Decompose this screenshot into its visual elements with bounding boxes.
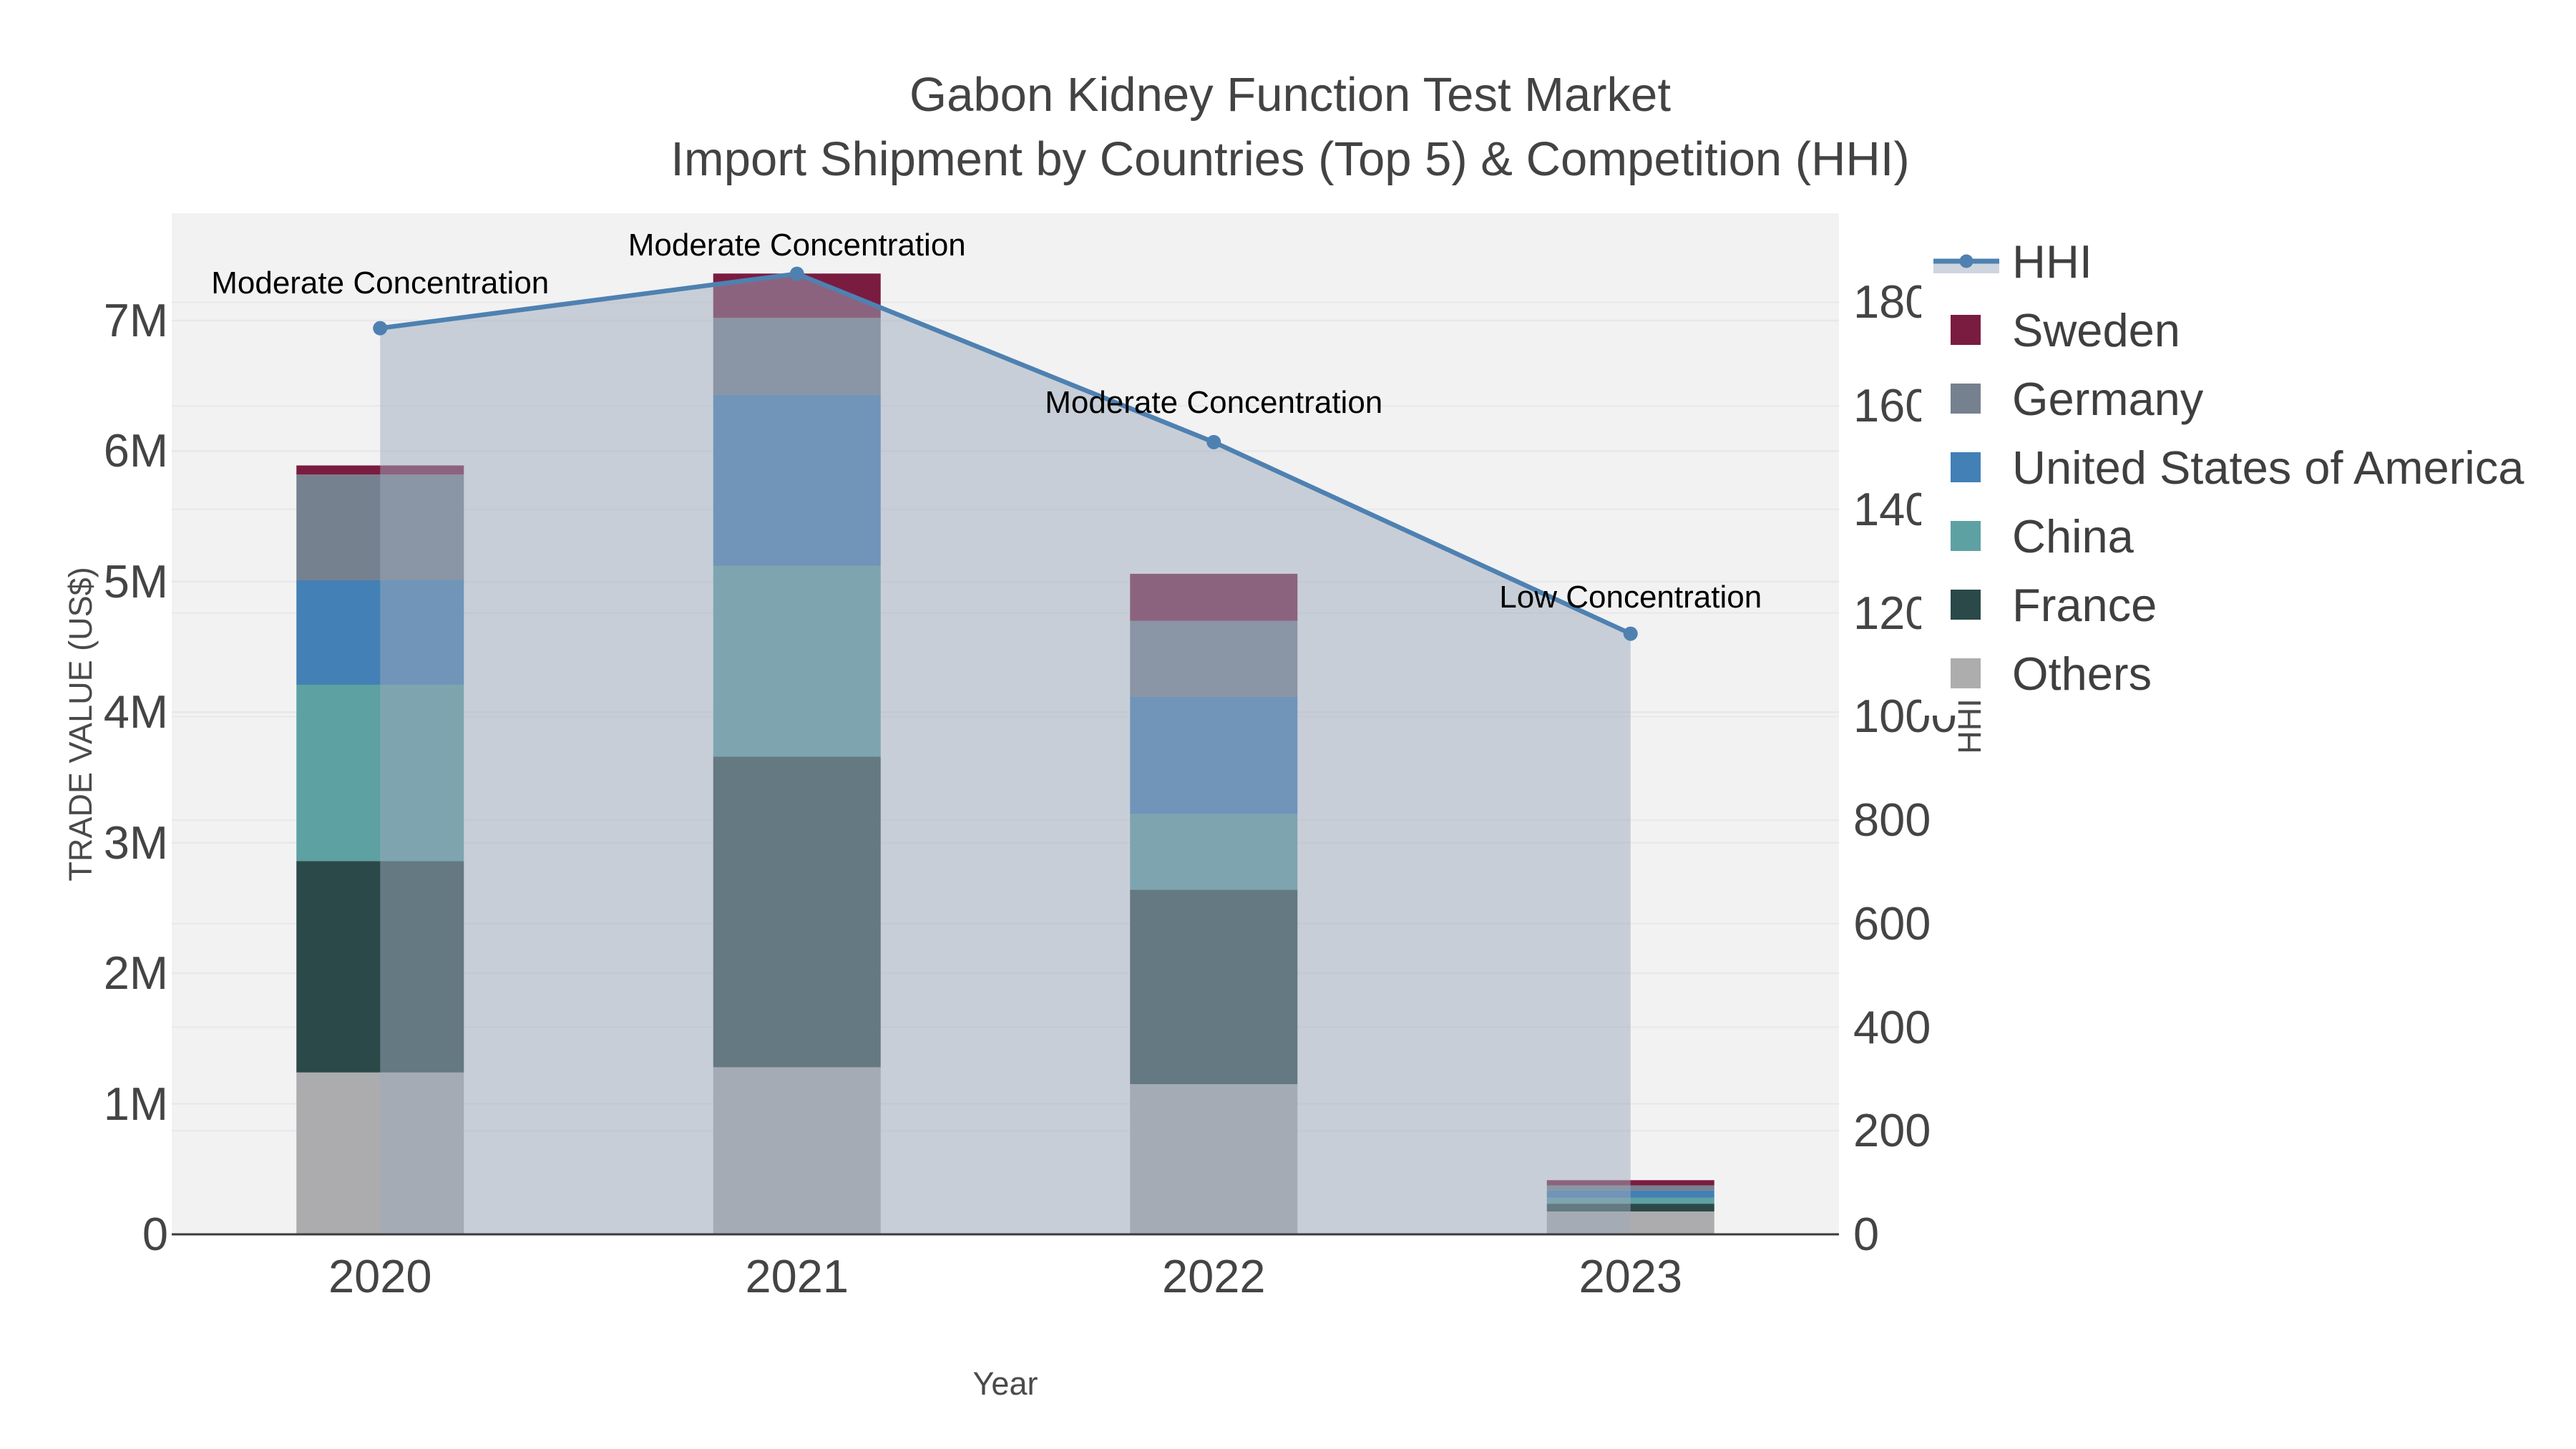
hhi-line — [379, 271, 1632, 636]
hhi-marker-2023[interactable] — [1623, 626, 1638, 641]
chart-title: Gabon Kidney Function Test Market Import… — [0, 63, 2576, 192]
legend-label-germany: Germany — [2012, 372, 2204, 425]
x-tick-2020: 2020 — [328, 1250, 432, 1302]
chart-title-line1: Gabon Kidney Function Test Market — [909, 68, 1671, 122]
y-left-tick-2M: 2M — [103, 947, 168, 1000]
y-left-tick-7M: 7M — [103, 293, 168, 346]
hhi-marker-2021[interactable] — [789, 266, 804, 281]
legend-item-germany[interactable]: Germany — [1921, 364, 2571, 433]
hhi-area-fill — [380, 273, 1631, 1234]
annotation-2022: Moderate Concentration — [1045, 384, 1383, 420]
hhi-marker-2022[interactable] — [1206, 434, 1221, 449]
y-right-tick-800: 800 — [1853, 794, 1931, 847]
legend-label-united-states-of-america: United States of America — [2012, 441, 2524, 494]
y-right-tick-600: 600 — [1853, 897, 1931, 950]
legend-label-hhi: HHI — [2012, 235, 2092, 288]
y-left-tick-5M: 5M — [103, 555, 168, 608]
legend-item-sweden[interactable]: Sweden — [1921, 296, 2571, 364]
legend-label-china: China — [2012, 509, 2134, 562]
y-right-tick-200: 200 — [1853, 1104, 1931, 1157]
hhi-marker-2020[interactable] — [373, 321, 388, 336]
annotation-2020: Moderate Concentration — [211, 265, 550, 301]
legend-swatch-china — [1951, 521, 1981, 551]
legend-label-france: France — [2012, 578, 2157, 631]
legend-swatch-sweden — [1951, 315, 1981, 345]
legend: HHI Sweden Germany United States of America… — [1921, 230, 2571, 716]
y-left-tick-1M: 1M — [103, 1077, 168, 1130]
legend-swatch-united-states-of-america — [1951, 452, 1981, 482]
legend-swatch-germany — [1951, 384, 1981, 414]
legend-item-hhi[interactable]: HHI — [1921, 227, 2571, 296]
y-left-tick-6M: 6M — [103, 424, 168, 477]
x-axis-title: Year — [972, 1365, 1038, 1402]
x-tick-2023: 2023 — [1579, 1250, 1683, 1302]
annotation-2021: Moderate Concentration — [628, 227, 966, 263]
y-right-tick-0: 0 — [1853, 1208, 1880, 1260]
legend-item-china[interactable]: China — [1921, 502, 2571, 570]
legend-item-others[interactable]: Others — [1921, 639, 2571, 708]
hhi-line-swatch — [1933, 254, 1999, 273]
x-tick-2021: 2021 — [745, 1250, 849, 1302]
chart-title-line2: Import Shipment by Countries (Top 5) & C… — [670, 132, 1910, 186]
legend-item-united-states-of-america[interactable]: United States of America — [1921, 433, 2571, 502]
y-left-tick-3M: 3M — [103, 816, 168, 869]
legend-label-sweden: Sweden — [2012, 303, 2180, 356]
annotation-2023: Low Concentration — [1499, 579, 1762, 615]
y-right-tick-400: 400 — [1853, 1000, 1931, 1053]
y-right-axis-title: HHI — [1951, 698, 1988, 754]
legend-item-france[interactable]: France — [1921, 570, 2571, 639]
legend-swatch-others — [1951, 658, 1981, 688]
legend-swatch-france — [1951, 590, 1981, 620]
y-left-tick-4M: 4M — [103, 686, 168, 738]
y-left-tick-0: 0 — [142, 1208, 168, 1260]
x-tick-2022: 2022 — [1161, 1250, 1266, 1302]
legend-label-others: Others — [2012, 647, 2152, 700]
